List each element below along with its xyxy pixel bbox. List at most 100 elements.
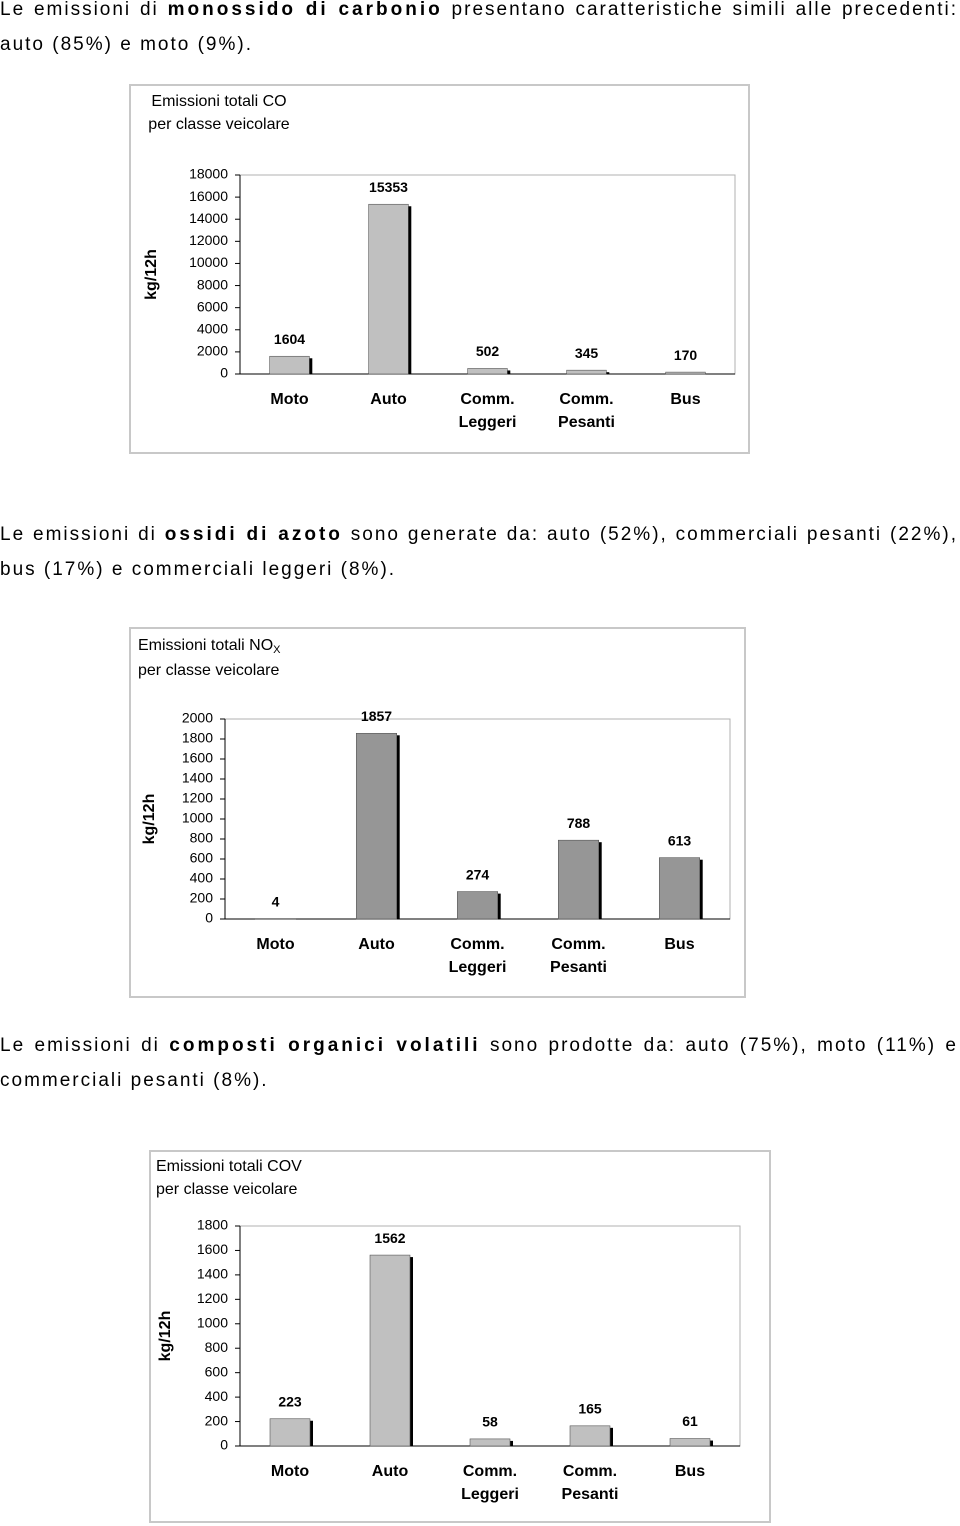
x-tick-label: Auto — [372, 1463, 409, 1480]
data-label: 170 — [674, 347, 698, 363]
x-tick-label: Bus — [664, 936, 694, 953]
x-tick-label: Bus — [675, 1463, 705, 1480]
data-label: 165 — [578, 1401, 602, 1417]
bar — [467, 368, 508, 375]
bar — [369, 1254, 411, 1447]
chart-box — [149, 1150, 771, 1523]
y-tick-label: 14000 — [189, 210, 228, 226]
y-tick-label: 0 — [220, 1437, 228, 1453]
y-tick-label: 200 — [190, 890, 214, 906]
x-tick-label: Auto — [370, 391, 407, 408]
x-tick-label: Comm. — [460, 391, 514, 408]
y-tick-label: 1800 — [182, 730, 213, 746]
x-tick-label: Pesanti — [550, 959, 607, 976]
y-tick-label: 18000 — [189, 166, 228, 182]
data-label: 1604 — [274, 331, 305, 347]
y-axis-label: kg/12h — [141, 794, 158, 845]
bar — [557, 839, 599, 920]
data-label: 1857 — [361, 708, 392, 724]
paragraph: Le emissioni di monossido di carbonio pr… — [0, 0, 958, 62]
x-tick-label: Comm. — [559, 391, 613, 408]
y-tick-label: 6000 — [197, 298, 228, 314]
data-label: 274 — [466, 866, 490, 882]
bar — [469, 1438, 511, 1447]
y-tick-label: 400 — [190, 870, 214, 886]
y-tick-label: 2000 — [197, 343, 228, 359]
x-tick-label: Pesanti — [562, 1486, 619, 1503]
x-tick-label: Auto — [358, 936, 395, 953]
bar — [368, 203, 409, 375]
chart-box — [129, 627, 746, 998]
text: presentano caratteristiche simili alle p… — [0, 0, 959, 55]
x-tick-label: Pesanti — [558, 414, 615, 431]
data-label: 1562 — [374, 1230, 405, 1246]
bar — [456, 891, 498, 920]
paragraph: Le emissioni di ossidi di azoto sono gen… — [0, 517, 958, 587]
x-tick-label: Leggeri — [461, 1486, 519, 1503]
bar — [269, 1418, 311, 1447]
text: Le emissioni di — [0, 524, 165, 545]
y-tick-label: 1400 — [182, 770, 213, 786]
y-tick-label: 600 — [190, 850, 214, 866]
y-tick-label: 200 — [205, 1412, 229, 1428]
data-label: 58 — [482, 1414, 498, 1430]
bar — [269, 355, 310, 375]
data-label: 788 — [567, 815, 591, 831]
y-tick-label: 2000 — [182, 710, 213, 726]
chart-subtitle: per classe veicolare — [138, 662, 280, 679]
y-axis-label: kg/12h — [143, 249, 160, 300]
bold-text: ossidi di azoto — [164, 524, 343, 545]
text: Le emissioni di — [0, 1035, 170, 1056]
bar — [355, 732, 397, 920]
y-tick-label: 1400 — [197, 1266, 228, 1282]
data-label: 502 — [476, 343, 500, 359]
chart-title-main: Emissioni totali NO — [138, 637, 273, 654]
y-tick-label: 400 — [205, 1388, 229, 1404]
bold-text: composti organici volatili — [169, 1035, 481, 1056]
chart-title: Emissioni totali NOX — [138, 637, 281, 656]
data-label: 4 — [272, 893, 280, 909]
data-label: 61 — [682, 1413, 698, 1429]
chart-box — [129, 84, 750, 454]
x-tick-label: Moto — [271, 1463, 309, 1480]
bar — [566, 369, 607, 375]
text: Le emissioni di — [0, 0, 168, 20]
bar — [658, 857, 700, 920]
text: sono generate da: auto (52%), commercial… — [0, 524, 958, 580]
data-label: 345 — [575, 345, 599, 361]
x-tick-label: Leggeri — [459, 414, 517, 431]
y-tick-label: 12000 — [189, 232, 228, 248]
data-label: 15353 — [369, 179, 408, 195]
chart-subtitle: per classe veicolare — [156, 1181, 298, 1198]
bar — [669, 1438, 711, 1447]
bar — [665, 371, 706, 375]
y-tick-label: 8000 — [197, 276, 228, 292]
y-tick-label: 4000 — [197, 320, 228, 336]
text: sono prodotte da: auto (75%), moto (11%)… — [0, 1035, 958, 1091]
y-tick-label: 1200 — [197, 1290, 228, 1306]
chart-subtitle: per classe veicolare — [148, 116, 290, 133]
x-tick-label: Moto — [256, 936, 294, 953]
data-label: 223 — [278, 1393, 302, 1409]
x-tick-label: Comm. — [551, 936, 605, 953]
y-tick-label: 0 — [220, 365, 228, 381]
y-tick-label: 1200 — [182, 790, 213, 806]
y-tick-label: 1600 — [197, 1241, 228, 1257]
data-label: 613 — [668, 832, 692, 848]
y-tick-label: 16000 — [189, 188, 228, 204]
x-tick-label: Comm. — [450, 936, 504, 953]
y-tick-label: 800 — [190, 830, 214, 846]
x-tick-label: Comm. — [563, 1463, 617, 1480]
y-tick-label: 10000 — [189, 254, 228, 270]
x-tick-label: Comm. — [463, 1463, 517, 1480]
paragraph: Le emissioni di composti organici volati… — [0, 1028, 958, 1098]
y-tick-label: 1600 — [182, 750, 213, 766]
chart-title-sub: X — [273, 644, 281, 656]
y-axis-label: kg/12h — [157, 1311, 174, 1362]
chart-title: Emissioni totali COV — [156, 1158, 302, 1175]
chart-title: Emissioni totali CO — [151, 93, 286, 110]
bar — [569, 1425, 611, 1447]
y-tick-label: 1000 — [197, 1314, 228, 1330]
